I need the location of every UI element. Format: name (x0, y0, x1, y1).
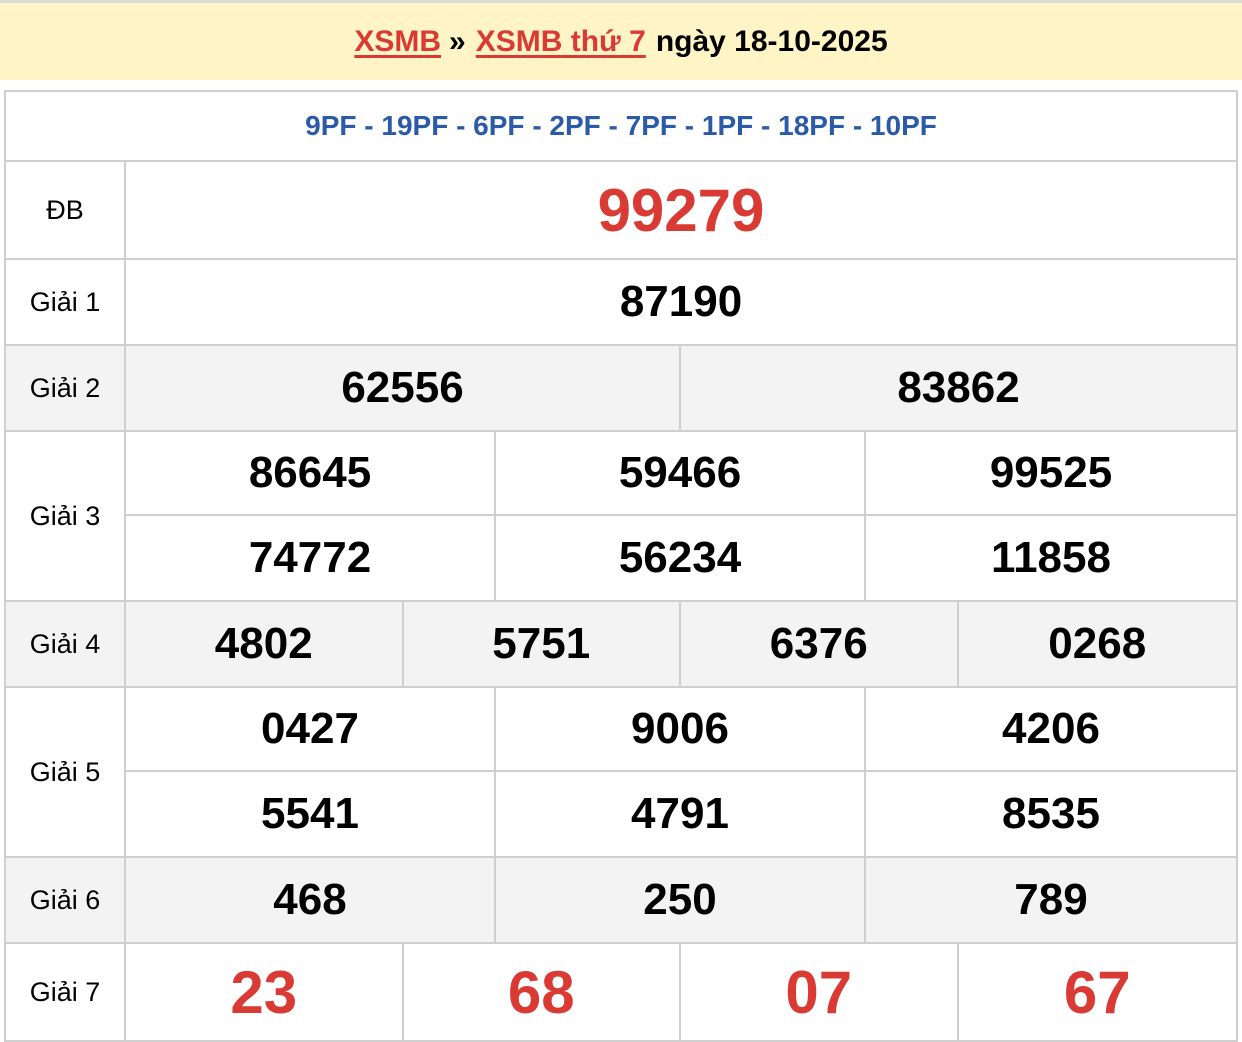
prize-numbers: 4802 5751 6376 0268 (126, 602, 1236, 686)
prize-label: Giải 2 (6, 346, 126, 430)
prize-number: 87190 (619, 277, 743, 326)
prize-number: 4791 (496, 772, 866, 856)
prize-numbers: 87190 (126, 260, 1236, 344)
prize-number: 99279 (597, 176, 765, 244)
prize-row: Giải 5 0427 9006 4206 5541 4791 8535 (6, 688, 1236, 858)
special-codes: 9PF - 19PF - 6PF - 2PF - 7PF - 1PF - 18P… (6, 92, 1236, 162)
prize-number: 9006 (496, 688, 866, 772)
prize-number: 59466 (496, 432, 866, 516)
prize-number: 67 (1063, 958, 1131, 1026)
prize-label: Giải 3 (6, 432, 126, 600)
prize-label: Giải 7 (6, 944, 126, 1040)
draw-date: ngày 18-10-2025 (655, 24, 888, 58)
prize-number: 250 (496, 858, 866, 942)
xsmb-saturday-link[interactable]: XSMB thứ 7 (475, 24, 646, 58)
prize-number: 99525 (866, 432, 1236, 516)
prize-number: 789 (1014, 875, 1088, 924)
top-border (0, 0, 1242, 3)
prize-number: 86645 (126, 432, 496, 516)
prize-number: 4206 (866, 688, 1236, 772)
prize-number: 5541 (126, 772, 496, 856)
prize-numbers: 0427 9006 4206 5541 4791 8535 (126, 688, 1236, 856)
prize-label: Giải 1 (6, 260, 126, 344)
prize-number: 11858 (991, 533, 1111, 582)
prize-number: 68 (404, 944, 681, 1040)
prize-label: ĐB (6, 162, 126, 258)
results-table: 9PF - 19PF - 6PF - 2PF - 7PF - 1PF - 18P… (4, 90, 1238, 1042)
page-header: XSMB » XSMB thứ 7 ngày 18-10-2025 (0, 3, 1242, 80)
prize-row: Giải 3 86645 59466 99525 74772 56234 11858 (6, 432, 1236, 602)
prize-number: 0427 (126, 688, 496, 772)
prize-numbers: 86645 59466 99525 74772 56234 11858 (126, 432, 1236, 600)
prize-number: 07 (681, 944, 959, 1040)
prize-number: 56234 (496, 516, 866, 600)
breadcrumb-separator: » (449, 24, 466, 58)
prize-row: ĐB 99279 (6, 162, 1236, 260)
prize-label: Giải 5 (6, 688, 126, 856)
prize-row: Giải 2 62556 83862 (6, 346, 1236, 432)
prize-numbers: 62556 83862 (126, 346, 1236, 430)
prize-numbers: 23 68 07 67 (126, 944, 1236, 1040)
prize-numbers: 468 250 789 (126, 858, 1236, 942)
prize-number: 0268 (1048, 619, 1147, 668)
prize-number: 83862 (897, 363, 1020, 412)
prize-number: 468 (126, 858, 496, 942)
prize-numbers: 99279 (126, 162, 1236, 258)
prize-number: 74772 (126, 516, 496, 600)
prize-row: Giải 4 4802 5751 6376 0268 (6, 602, 1236, 688)
prize-number: 62556 (126, 346, 681, 430)
prize-row: Giải 7 23 68 07 67 (6, 944, 1236, 1042)
prize-number: 8535 (1002, 789, 1100, 838)
prize-row: Giải 1 87190 (6, 260, 1236, 346)
prize-number: 4802 (126, 602, 404, 686)
xsmb-link[interactable]: XSMB (354, 24, 442, 58)
prize-row: Giải 6 468 250 789 (6, 858, 1236, 944)
prize-label: Giải 6 (6, 858, 126, 942)
prize-number: 5751 (404, 602, 681, 686)
prize-label: Giải 4 (6, 602, 126, 686)
prize-number: 6376 (681, 602, 959, 686)
prize-number: 23 (126, 944, 404, 1040)
